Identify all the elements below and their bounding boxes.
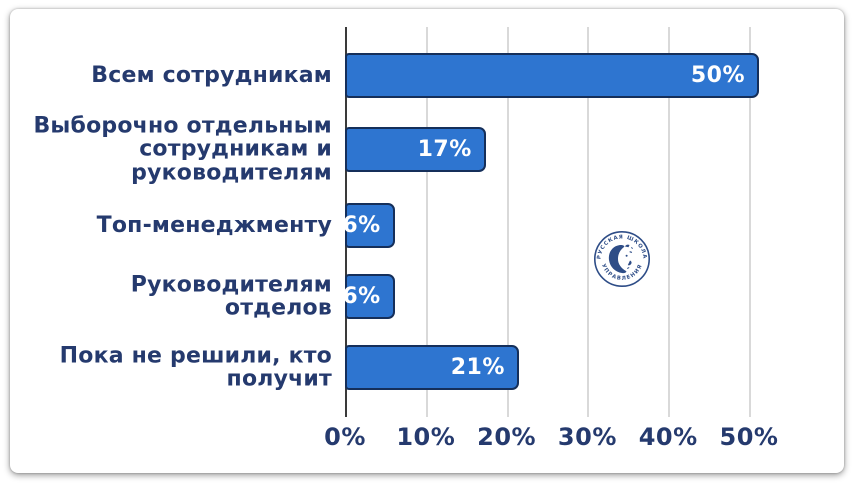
- category-label: Всем сотрудникам: [91, 62, 332, 88]
- chart-card: 0% 10% 20% 30% 40% 50% 50% Всем сотрудникам 17% В…: [10, 9, 844, 473]
- x-tick-label: 30%: [557, 423, 617, 451]
- x-tick-label: 0%: [324, 423, 366, 451]
- category-label: Выборочно отдельным сотрудникам и руково…: [33, 113, 332, 186]
- gridline: [587, 27, 590, 417]
- category-label: Топ-менеджменту: [96, 212, 332, 238]
- gridline: [749, 27, 751, 417]
- russian-school-of-management-logo: · РУССКАЯ ШКОЛА · УПРАВЛЕНИЯ: [593, 230, 651, 288]
- bar-chart: 0% 10% 20% 30% 40% 50% 50% Всем сотрудникам 17% В…: [10, 9, 844, 473]
- lion-head-icon: [608, 244, 633, 274]
- x-tick-label: 10%: [396, 423, 456, 451]
- x-tick-label: 20%: [477, 423, 537, 451]
- bar: 50%: [345, 53, 759, 98]
- category-label: Пока не решили, кто получит: [59, 342, 332, 392]
- bar: 6%: [342, 274, 395, 319]
- gridline: [425, 27, 428, 417]
- gridline: [668, 27, 671, 417]
- bar-value-label: 50%: [690, 63, 745, 88]
- logo-ring: [593, 230, 651, 288]
- x-tick-label: 50%: [719, 423, 779, 451]
- bar: 17%: [345, 127, 486, 172]
- bar-value-label: 6%: [342, 284, 381, 309]
- bar: 6%: [342, 203, 395, 248]
- bar-value-label: 17%: [417, 137, 472, 162]
- category-label: Руководителям отделов: [130, 271, 332, 321]
- bar-value-label: 21%: [450, 355, 505, 380]
- bar: 21%: [345, 345, 519, 390]
- bar-value-label: 6%: [342, 213, 381, 238]
- gridline: [506, 27, 509, 417]
- x-tick-label: 40%: [638, 423, 698, 451]
